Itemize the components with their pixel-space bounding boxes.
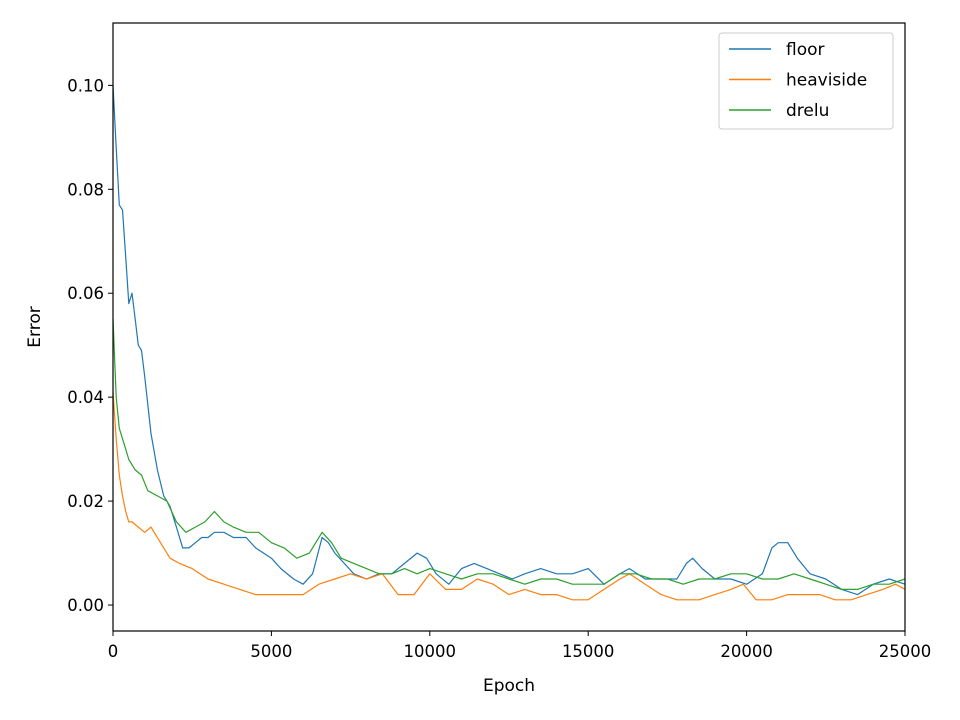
x-tick-label: 20000	[720, 642, 773, 661]
legend-label-heaviside: heaviside	[786, 71, 867, 91]
series-line-drelu	[112, 319, 906, 591]
x-tick-label: 5000	[250, 642, 292, 661]
legend-label-floor: floor	[786, 40, 825, 60]
x-tick-label: 15000	[562, 642, 615, 661]
legend-label-drelu: drelu	[786, 101, 829, 121]
y-tick-label: 0.02	[67, 492, 104, 511]
x-tick-label: 0	[108, 642, 119, 661]
y-axis-ticks: 0.00 0.02 0.04 0.06 0.08 0.10	[67, 76, 113, 615]
legend-box	[718, 32, 894, 130]
y-tick-label: 0.10	[67, 76, 104, 95]
series-line-heaviside	[112, 391, 906, 601]
x-tick-label: 25000	[879, 642, 932, 661]
y-axis-label: Error	[25, 306, 45, 347]
y-tick-label: 0.00	[67, 596, 104, 615]
y-tick-label: 0.08	[67, 180, 104, 199]
x-axis-ticks: 0 5000 10000 15000 20000 25000	[108, 631, 932, 661]
y-tick-label: 0.04	[67, 388, 104, 407]
x-tick-label: 10000	[404, 642, 457, 661]
series-line-floor	[112, 85, 906, 596]
legend: floor heaviside drelu	[718, 32, 894, 130]
plot-lines	[112, 85, 906, 601]
y-tick-label: 0.06	[67, 284, 104, 303]
plot-frame	[112, 22, 906, 632]
x-axis-label: Epoch	[483, 676, 535, 696]
